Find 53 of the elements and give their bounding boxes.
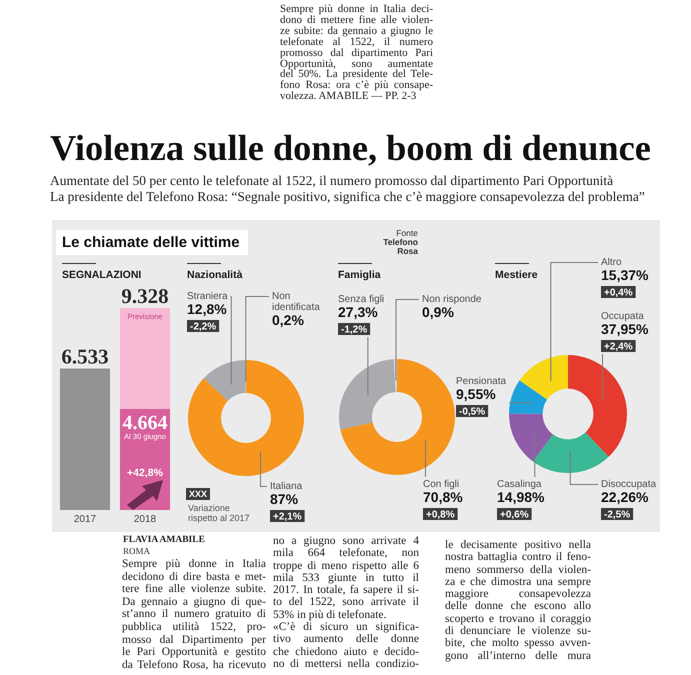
data-label: 37,95%: [601, 320, 650, 337]
slice-label: Senza figli: [338, 294, 384, 305]
data-label: 70,8%: [423, 488, 464, 505]
data-label: 15,37%: [601, 266, 650, 283]
text: Le chiamate delle vittime: [62, 233, 240, 252]
text: +0,8%: [426, 509, 455, 520]
text: Variazione rispetto al 2017: [188, 503, 250, 523]
slice-label: Casalinga: [497, 478, 542, 490]
text: -1,2%: [341, 324, 368, 336]
text: Sempre più donne in Italia decidono di dire basta e met- tere fine alle violenze subite. Da gennaio a giugno di que- st’anno il numero gratuito di pubblica utilità 1522, pro- mosso dal Dipartimento per le Pari Opportunità e gestito da Telefono Rosa, ha ricevuto: [122, 558, 266, 671]
total-label: 6.533: [61, 344, 109, 369]
data-label: 9,55%: [456, 386, 496, 402]
slice-label: Occupata: [601, 310, 644, 322]
total-label: 9.328: [121, 284, 169, 308]
text: Mestiere: [495, 269, 538, 281]
text: no a giugno sono arrivate 4 mila 664 telefonate, non troppe di meno rispetto alle 6 mila 533 giunte in tutto il 2017. In totale, fa sapere il si- to del 1522, sono arrivate il 53% in più di telefonate. «C’è di sicuro un significa- tivo aumento delle donne che chiedono aiuto e decido- no di mettersi nella condizio-: [273, 535, 419, 670]
text: le decisamente positivo nella nostra battaglia contro il feno- meno sommerso della violen- za e che dimostra una sempre maggiore consapevolezza delle donne che escono allo scoperto e trovano il coraggio di denunciare le violenze su- bite, che molto spesso avven- gono all’interno delle mura: [445, 539, 591, 662]
data-label: 4.664: [122, 412, 168, 434]
data-label: 22,26%: [601, 488, 650, 505]
slice-label: Italiana: [270, 480, 303, 492]
data-label: 12,8%: [187, 300, 228, 317]
text: +0,4%: [604, 287, 633, 298]
text: FLAVIA AMABILE: [123, 535, 205, 546]
annotation: +42,8%: [127, 466, 164, 479]
data-label: 87%: [270, 490, 299, 507]
slice-label: Con figli: [423, 478, 460, 490]
text: +0,6%: [500, 509, 529, 520]
data-label: 27,3%: [338, 304, 378, 320]
data-label: 0,9%: [422, 304, 454, 320]
text: Sempre più donne in Italia deci- dono di mettere fine alle violen- ze subite: da gennaio a giugno le telefonate al 1522, il numero promosso dal dipartimento Pari Opportunità, sono aumentate del 50%. La presidente del Tele- fono Rosa: ora c’è più consape- volezza. AMABILE — PP. 2-3: [280, 3, 433, 102]
slice-label: Straniera: [187, 290, 228, 302]
text: XXX: [189, 489, 208, 499]
chart-title: SEGNALAZIONI: [62, 269, 142, 281]
slice-label: Disoccupata: [601, 478, 656, 490]
data-label: 0,2%: [272, 312, 304, 328]
slice-label: Non identificata: [272, 290, 320, 313]
slice-label: Non risponde: [422, 294, 482, 305]
text: -2,5%: [604, 509, 630, 520]
x-tick-label: 2017: [74, 514, 97, 525]
data-label: 14,98%: [497, 488, 546, 505]
text: +2,4%: [604, 341, 633, 352]
text: +2,1%: [273, 511, 302, 522]
source-note: Fonte Telefono Rosa: [382, 228, 418, 257]
text: ROMA: [123, 546, 150, 557]
slice-label: Altro: [601, 256, 622, 268]
chart-title: Famiglia: [338, 269, 381, 281]
x-tick-label: 2018: [134, 514, 157, 525]
text: -0,5%: [459, 406, 486, 418]
chart-title: Nazionalità: [187, 269, 242, 281]
text: Aumentate del 50 per cento le telefonate al 1522, il numero promosso dal dipartimento Pari Opportunità La presidente del Telefono Rosa: “Segnale positivo, significa che c’è maggiore consapevolezza del problema”: [50, 173, 646, 204]
slice-label: Pensionata: [456, 376, 506, 387]
text: -2,2%: [190, 321, 216, 332]
text: Violenza sulle donne, boom di denunce: [50, 127, 652, 170]
